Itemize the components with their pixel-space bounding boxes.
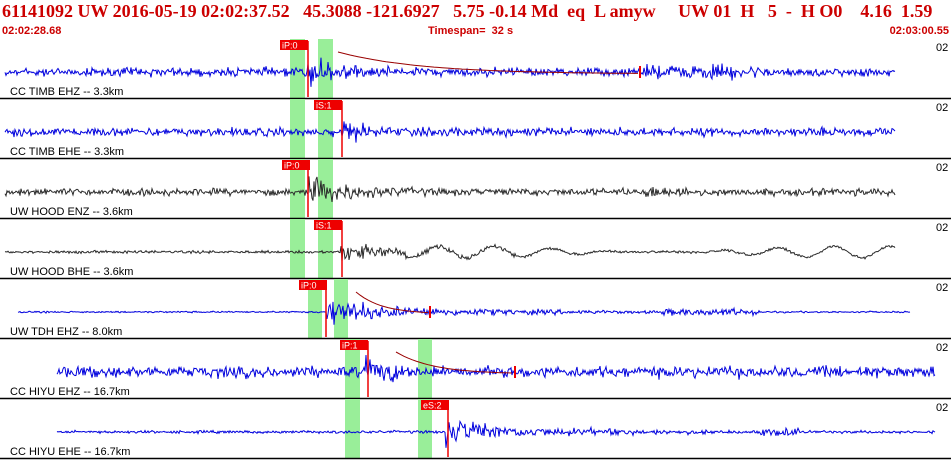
pick-window xyxy=(318,39,333,99)
scale-label: 02 xyxy=(936,222,948,234)
waveform-trace[interactable] xyxy=(56,419,936,448)
scale-label: 02 xyxy=(936,342,948,354)
waveform-trace[interactable] xyxy=(4,121,896,143)
pick-window xyxy=(308,279,322,339)
event-header: 61141092 UW 2016-05-19 02:02:37.52 45.30… xyxy=(0,0,951,24)
pick-window xyxy=(318,159,333,219)
scale-label: 02 xyxy=(936,42,948,54)
event-summary: 61141092 UW 2016-05-19 02:02:37.52 45.30… xyxy=(2,1,933,21)
pick-label-box[interactable] xyxy=(340,340,368,350)
coda-envelope xyxy=(337,51,638,74)
pick-window xyxy=(290,219,305,279)
pick-window xyxy=(318,219,333,279)
pick-window xyxy=(345,399,360,459)
waveform-trace[interactable] xyxy=(4,243,896,262)
station-label: CC TIMB EHE -- 3.3km xyxy=(10,146,124,158)
start-time: 02:02:28.68 xyxy=(2,25,62,37)
waveform-trace[interactable] xyxy=(56,354,936,383)
waveform-trace[interactable] xyxy=(4,176,896,202)
waveform-trace[interactable] xyxy=(4,57,896,87)
pick-window xyxy=(334,279,348,339)
pick-label: iS:1 xyxy=(316,221,332,231)
timespan: Timespan= 32 s xyxy=(428,25,514,37)
station-label: CC HIYU EHZ -- 16.7km xyxy=(10,386,130,398)
scale-label: 02 xyxy=(936,162,948,174)
pick-window xyxy=(318,99,333,159)
scale-label: 02 xyxy=(936,402,948,414)
station-label: UW HOOD BHE -- 3.6km xyxy=(10,266,133,278)
pick-label: iS:1 xyxy=(316,101,332,111)
pick-label: iP:1 xyxy=(342,341,358,351)
pick-label-box[interactable] xyxy=(282,160,310,170)
seismogram-panel[interactable]: iP:0 CC TIMB EHZ -- 3.3km 02 iS:1 CC TIMB EH… xyxy=(0,39,951,460)
pick-label: eS:2 xyxy=(423,401,442,411)
pick-label: iP:0 xyxy=(282,41,298,51)
time-bar: 02:02:28.68 Timespan= 32 s 02:03:00.55 xyxy=(0,24,951,39)
pick-label: iP:0 xyxy=(284,161,300,171)
scale-label: 02 xyxy=(936,282,948,294)
coda-envelope xyxy=(395,351,513,374)
station-label: CC TIMB EHZ -- 3.3km xyxy=(10,86,123,98)
coda-envelope xyxy=(355,291,429,314)
pick-label-box[interactable] xyxy=(299,280,327,290)
station-label: CC HIYU EHE -- 16.7km xyxy=(10,446,130,458)
station-label: UW HOOD ENZ -- 3.6km xyxy=(10,206,133,218)
pick-label-box[interactable] xyxy=(421,400,449,410)
pick-window xyxy=(290,99,305,159)
scale-label: 02 xyxy=(936,102,948,114)
pick-label-box[interactable] xyxy=(314,220,342,230)
pick-label-box[interactable] xyxy=(314,100,342,110)
pick-label: iP:0 xyxy=(301,281,317,291)
station-label: UW TDH EHZ -- 8.0km xyxy=(10,326,122,338)
pick-label-box[interactable] xyxy=(280,40,308,50)
pick-window xyxy=(418,399,432,459)
end-time: 02:03:00.55 xyxy=(889,25,949,37)
pick-window xyxy=(418,339,432,399)
pick-window xyxy=(290,39,305,99)
waveform-trace[interactable] xyxy=(17,301,911,325)
pick-window xyxy=(290,159,305,219)
